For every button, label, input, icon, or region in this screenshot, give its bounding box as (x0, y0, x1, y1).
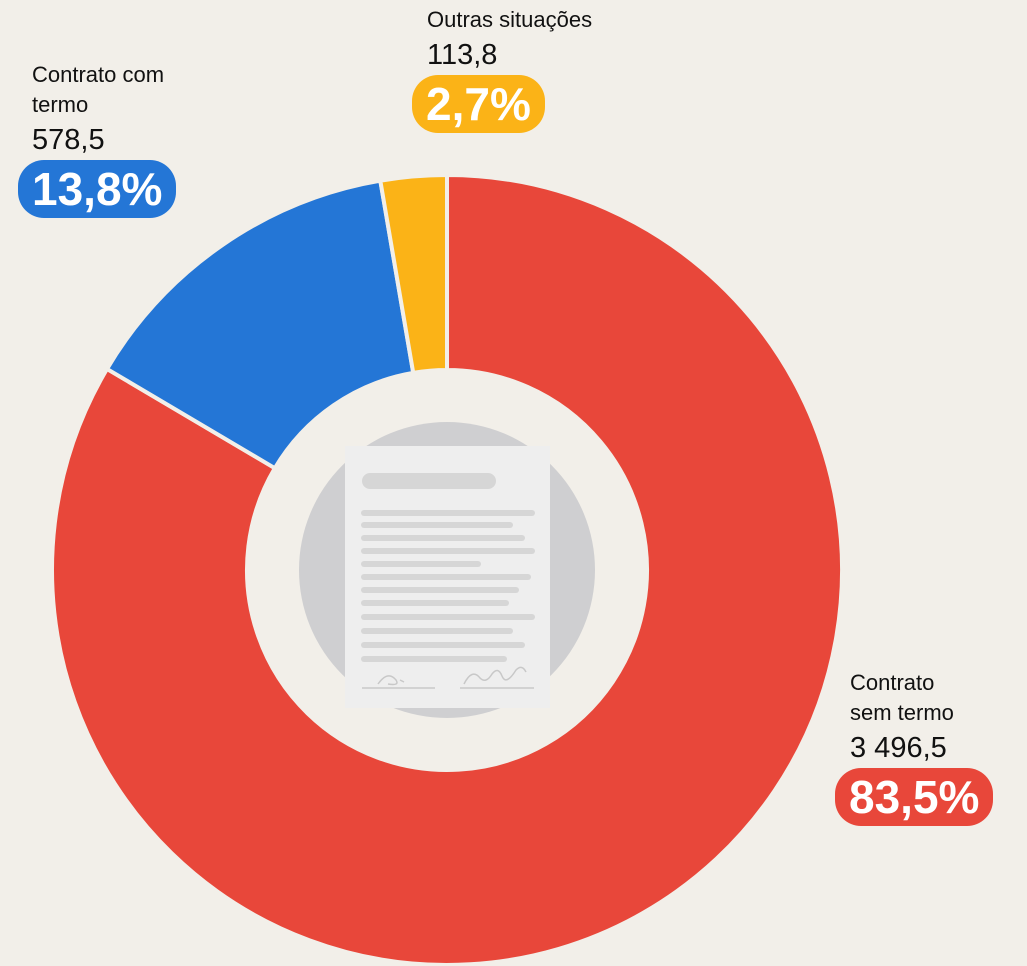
slice (50, 172, 844, 966)
amount-label: 578,5 (32, 124, 105, 156)
signatures (362, 666, 534, 689)
amount-label: 3 496,5 (850, 732, 947, 764)
category-name: Outras situações (427, 7, 593, 32)
doc-heading (362, 473, 496, 489)
slice-label: Contrato com termo 578,5 13,8% (18, 60, 177, 218)
slice-label: Contrato sem termo 3 496,5 83,5% (835, 668, 994, 826)
center-icon (299, 422, 595, 718)
amount-label: 113,8 (427, 39, 498, 71)
slice (104, 178, 416, 471)
slice-label: Outras situações 113,8 2,7% (412, 5, 667, 133)
category-name: Contrato sem termo (850, 670, 954, 725)
percent-badge: 83,5% (835, 768, 994, 826)
doc-lines (361, 510, 535, 662)
slice (378, 172, 449, 376)
category-name: Contrato com termo (32, 62, 165, 117)
slices (50, 172, 844, 966)
percent-badge: 2,7% (412, 75, 545, 133)
percent-badge: 13,8% (18, 160, 177, 218)
